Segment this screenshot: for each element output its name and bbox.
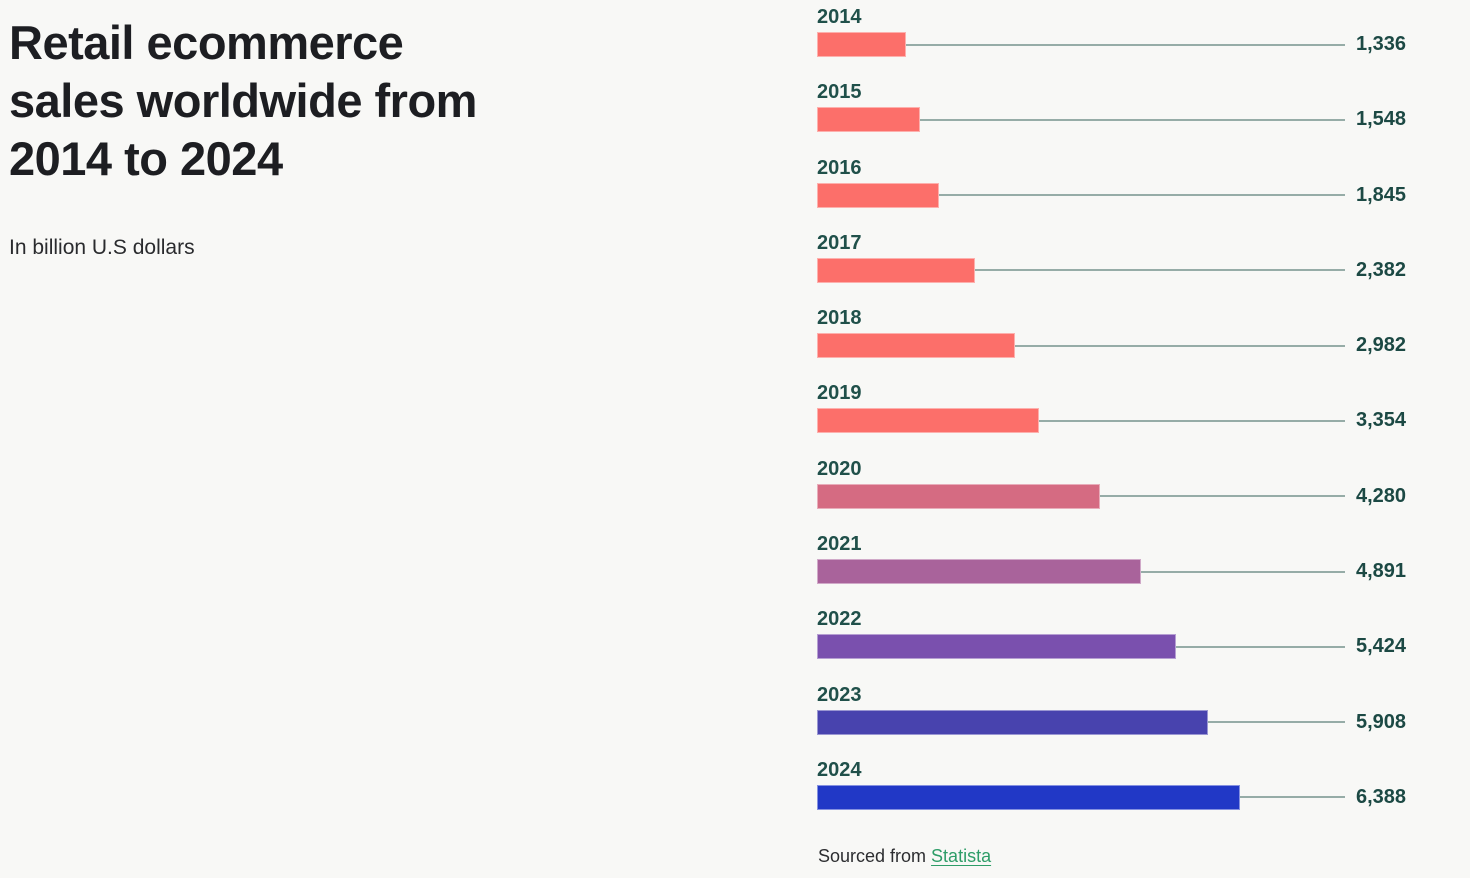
bar-2020 <box>817 483 1101 509</box>
statista-link[interactable]: Statista <box>931 846 992 866</box>
bar-2021 <box>817 559 1141 585</box>
year-label: 2016 <box>817 156 862 179</box>
chart-row: 2016 1,845 <box>817 157 1437 232</box>
source-prefix: Sourced from <box>818 846 932 866</box>
chart-row: 2015 1,548 <box>817 81 1437 156</box>
connector-line <box>1140 570 1345 573</box>
source-attribution: Sourced from Statista <box>818 846 991 867</box>
connector-line <box>1100 495 1345 498</box>
connector-line <box>1208 721 1345 724</box>
chart-row: 2024 6,388 <box>817 759 1437 834</box>
value-label: 6,388 <box>1356 785 1407 808</box>
value-label: 2,382 <box>1356 258 1407 281</box>
bar-2018 <box>817 333 1015 359</box>
chart-header: Retail ecommerce sales worldwide from 20… <box>9 14 649 259</box>
year-label: 2019 <box>817 382 862 405</box>
bar-2015 <box>817 107 920 133</box>
bar-2019 <box>817 408 1040 434</box>
connector-line <box>1240 796 1345 799</box>
bar-2023 <box>817 709 1209 735</box>
chart-row: 2023 5,908 <box>817 684 1437 759</box>
chart-subtitle: In billion U.S dollars <box>9 236 195 259</box>
page-title: Retail ecommerce sales worldwide from 20… <box>9 16 477 185</box>
chart-row: 2017 2,382 <box>817 232 1437 307</box>
value-label: 3,354 <box>1356 409 1407 432</box>
year-label: 2023 <box>817 683 862 706</box>
year-label: 2015 <box>817 81 862 104</box>
value-label: 1,336 <box>1356 33 1407 55</box>
connector-line <box>905 43 1345 46</box>
chart-row: 2022 5,424 <box>817 608 1437 683</box>
connector-line <box>974 269 1345 272</box>
value-label: 4,280 <box>1356 484 1407 507</box>
chart-row: 2021 4,891 <box>817 533 1437 608</box>
value-label: 5,908 <box>1356 710 1407 733</box>
connector-line <box>939 194 1345 197</box>
connector-line <box>1176 645 1345 648</box>
bar-2016 <box>817 182 940 208</box>
bar-2017 <box>817 257 975 283</box>
value-label: 1,845 <box>1356 183 1407 206</box>
year-label: 2020 <box>817 457 862 480</box>
chart-row: 2020 4,280 <box>817 458 1437 533</box>
year-label: 2022 <box>817 608 862 631</box>
connector-line <box>1039 419 1345 422</box>
chart-row: 2018 2,982 <box>817 307 1437 382</box>
year-label: 2014 <box>817 6 862 28</box>
bar-2022 <box>817 634 1177 660</box>
bar-chart: 2014 1,336 2015 1,548 2016 1,845 2017 2,382 2018… <box>817 6 1437 834</box>
year-label: 2024 <box>817 758 862 781</box>
chart-row: 2014 1,336 <box>817 6 1437 81</box>
bar-2024 <box>817 784 1240 810</box>
value-label: 4,891 <box>1356 560 1407 583</box>
value-label: 1,548 <box>1356 108 1407 131</box>
value-label: 5,424 <box>1356 635 1407 658</box>
connector-line <box>919 118 1345 121</box>
year-label: 2021 <box>817 533 862 556</box>
year-label: 2018 <box>817 307 862 330</box>
value-label: 2,982 <box>1356 334 1407 357</box>
chart-row: 2019 3,354 <box>817 382 1437 457</box>
bar-2014 <box>817 32 906 57</box>
year-label: 2017 <box>817 231 862 254</box>
connector-line <box>1014 344 1345 347</box>
